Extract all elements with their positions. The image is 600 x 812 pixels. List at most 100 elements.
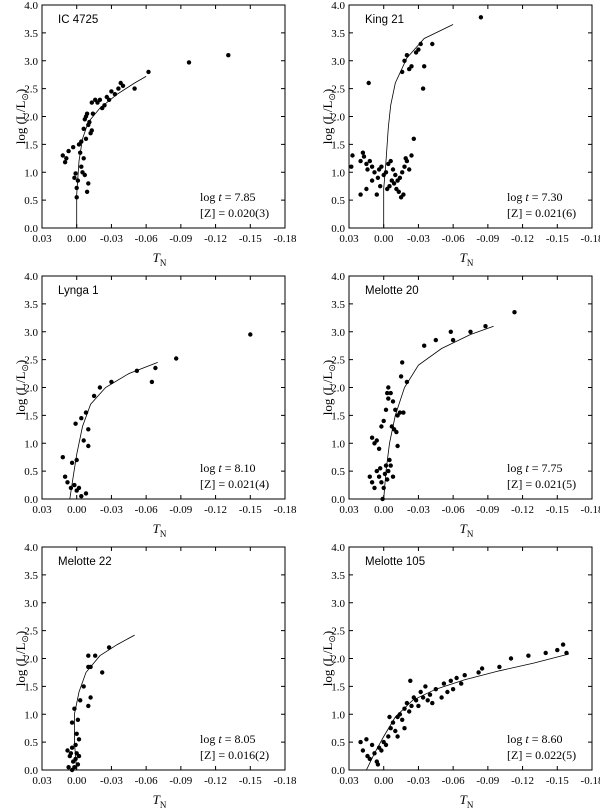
y-tick-label: 0.5 <box>24 466 38 478</box>
x-tick-label: 0.03 <box>32 504 52 516</box>
data-point <box>75 178 81 183</box>
metallicity-label: [Z] = 0.022(5) <box>507 748 576 762</box>
x-axis-label-sub: N <box>160 529 167 539</box>
cluster-name: Melotte 22 <box>58 556 112 568</box>
y-tick-label: 1.0 <box>24 167 38 179</box>
data-point <box>88 695 93 700</box>
data-point <box>360 150 366 155</box>
y-tick-label: 1.5 <box>24 410 38 422</box>
x-tick-label: -0.18 <box>274 775 297 787</box>
y-tick-label: 0.5 <box>331 195 345 207</box>
x-tick-label: -0.15 <box>546 233 569 245</box>
y-tick-label: 1.5 <box>331 139 345 151</box>
data-point <box>367 474 372 479</box>
data-point <box>358 739 363 745</box>
data-point <box>364 737 369 742</box>
data-point <box>454 675 459 681</box>
y-tick-label: 1.0 <box>331 709 345 721</box>
data-point <box>407 709 412 714</box>
data-point <box>365 167 370 172</box>
log-age-prefix: log <box>507 732 525 746</box>
data-point <box>83 410 89 415</box>
data-point <box>383 407 389 412</box>
isochrone-line <box>76 76 147 228</box>
log-age-label: log t = 8.10 <box>200 461 255 475</box>
y-axis-label: log (L/L⊙) <box>320 631 337 687</box>
data-point <box>374 468 379 474</box>
data-point <box>416 703 421 709</box>
y-tick-label: 3.5 <box>331 570 345 582</box>
log-age-variable: t <box>525 461 529 475</box>
x-tick-label: 0.03 <box>339 504 359 516</box>
data-point <box>450 687 456 692</box>
data-point <box>89 128 95 133</box>
data-point <box>420 695 426 700</box>
y-tick-label: 2.5 <box>24 355 38 367</box>
y-axis-label: log (L/L⊙) <box>13 89 30 145</box>
log-age-value: = 8.10 <box>222 461 256 475</box>
data-point <box>526 653 531 658</box>
x-axis-label: TN <box>460 250 474 268</box>
y-tick-label: 0.0 <box>331 223 345 235</box>
data-point <box>478 15 484 20</box>
x-axis-label-main: T <box>460 250 468 265</box>
data-point <box>89 100 95 105</box>
data-point <box>74 185 79 191</box>
x-tick-label: 0.00 <box>374 233 394 245</box>
isochrone-line <box>383 24 454 228</box>
x-tick-label: -0.12 <box>204 504 227 516</box>
x-tick-label: -0.03 <box>100 233 123 245</box>
log-age-label: log t = 8.05 <box>200 732 255 746</box>
data-point <box>73 421 78 426</box>
data-point <box>387 714 392 720</box>
y-tick-label: 1.5 <box>331 410 345 422</box>
data-point <box>387 184 392 189</box>
y-tick-label: 1.0 <box>24 709 38 721</box>
y-tick-label: 3.5 <box>24 570 38 582</box>
data-point <box>413 698 419 703</box>
log-age-prefix: log <box>200 732 218 746</box>
data-point <box>75 762 81 767</box>
data-point <box>411 136 416 141</box>
data-point <box>226 53 231 58</box>
metallicity-label: [Z] = 0.016(2) <box>200 748 269 762</box>
log-age-prefix: log <box>507 190 525 204</box>
y-tick-label: 4.0 <box>331 542 345 554</box>
data-point <box>401 410 406 415</box>
data-point <box>383 170 389 175</box>
x-axis-label-main: T <box>153 521 161 536</box>
data-point <box>81 156 86 161</box>
y-tick-label: 3.5 <box>24 28 38 40</box>
x-tick-label: -0.09 <box>476 775 499 787</box>
x-tick-label: 0.00 <box>67 775 87 787</box>
data-point <box>433 337 438 343</box>
y-tick-label: 3.0 <box>24 56 38 68</box>
data-point <box>483 324 488 329</box>
cluster-name: Lynga 1 <box>58 285 99 297</box>
data-point <box>72 175 77 180</box>
x-tick-label: -0.06 <box>135 504 158 516</box>
data-point <box>248 332 253 337</box>
cluster-name: Melotte 20 <box>365 285 419 297</box>
x-tick-label: -0.06 <box>135 775 158 787</box>
data-point <box>62 474 68 479</box>
data-point <box>86 427 91 432</box>
data-point <box>388 158 393 164</box>
data-point <box>378 466 383 471</box>
log-age-label: log t = 7.85 <box>200 190 255 204</box>
y-tick-label: 3.5 <box>331 299 345 311</box>
data-point <box>376 446 382 451</box>
x-tick-label: -0.15 <box>239 233 262 245</box>
x-tick-label: -0.18 <box>581 775 600 787</box>
data-point <box>369 435 375 440</box>
data-point <box>69 745 75 750</box>
isochrone-line <box>366 653 570 771</box>
data-point <box>66 148 71 154</box>
data-point <box>174 356 179 361</box>
data-point <box>374 192 379 197</box>
data-point <box>397 712 403 717</box>
log-age-label: log t = 8.60 <box>507 732 562 746</box>
cluster-name: Melotte 105 <box>365 556 425 568</box>
data-point <box>560 642 566 647</box>
data-point <box>71 145 76 150</box>
